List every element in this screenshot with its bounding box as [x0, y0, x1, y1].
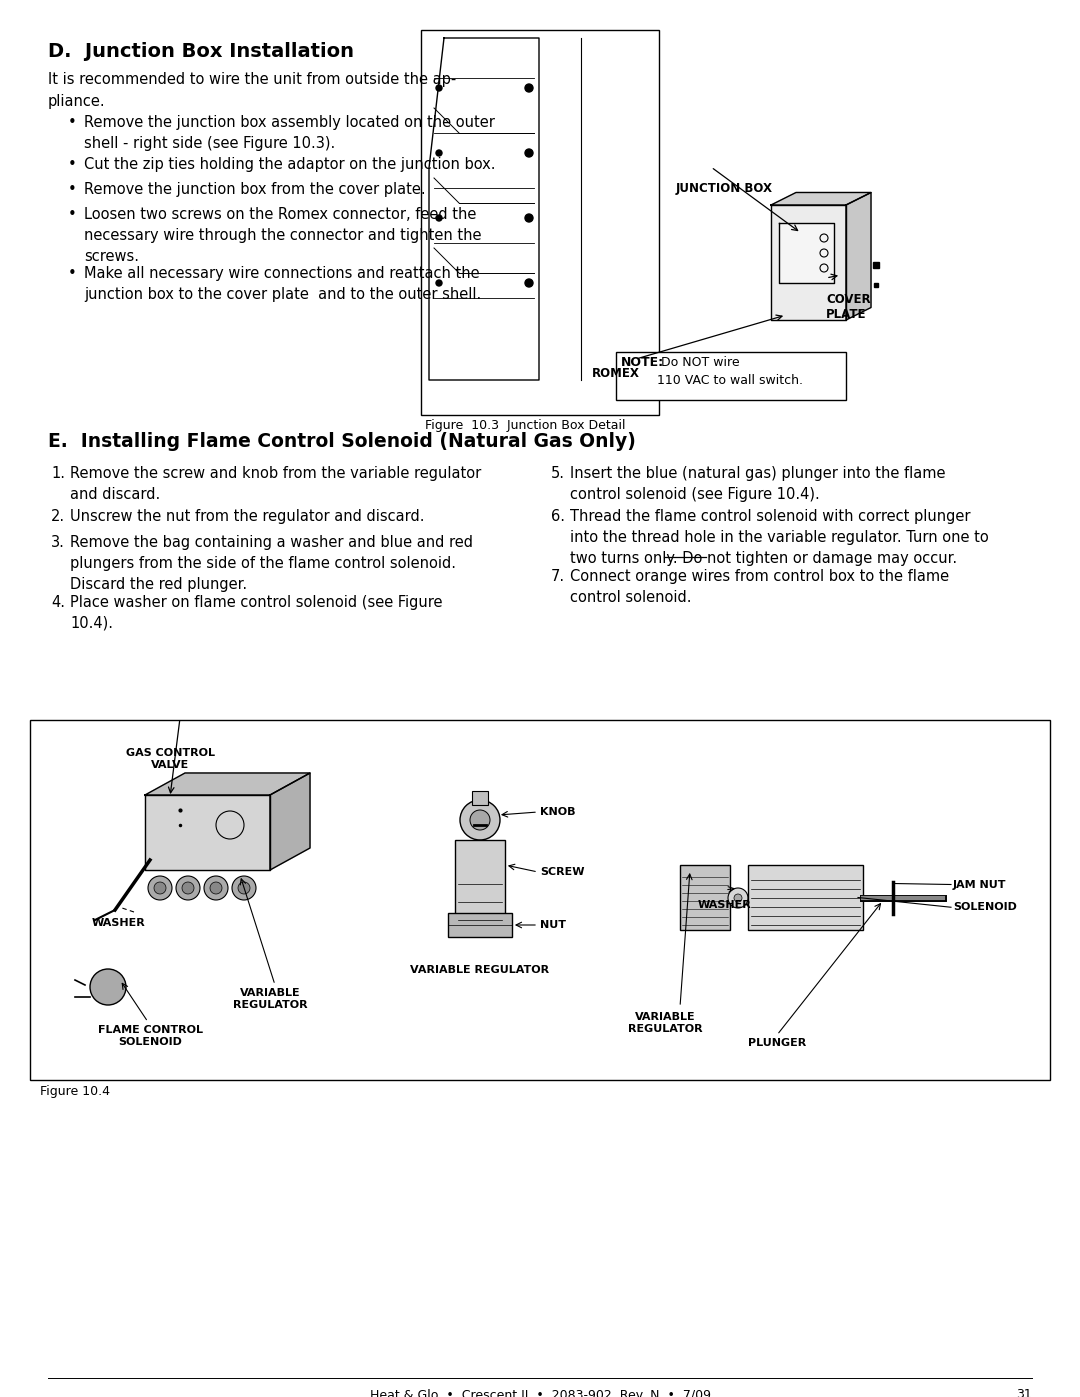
Text: Insert the blue (natural gas) plunger into the flame
control solenoid (see Figur: Insert the blue (natural gas) plunger in… [570, 467, 945, 502]
Text: WASHER: WASHER [698, 900, 752, 909]
Circle shape [183, 882, 194, 894]
Circle shape [238, 882, 249, 894]
Circle shape [470, 810, 490, 830]
Bar [448, 914, 512, 937]
Bar [455, 840, 505, 935]
Text: E.  Installing Flame Control Solenoid (Natural Gas Only): E. Installing Flame Control Solenoid (Na… [48, 432, 636, 451]
Circle shape [176, 876, 200, 900]
Text: 6.: 6. [551, 509, 565, 524]
Text: Thread the flame control solenoid with correct plunger
into the thread hole in t: Thread the flame control solenoid with c… [570, 509, 989, 566]
Circle shape [728, 888, 748, 908]
Circle shape [154, 882, 166, 894]
Text: ROMEX: ROMEX [592, 367, 640, 380]
Circle shape [210, 882, 222, 894]
Circle shape [436, 85, 442, 91]
Text: NOTE:: NOTE: [621, 356, 664, 369]
Polygon shape [145, 773, 310, 795]
Polygon shape [779, 224, 834, 284]
Text: 31: 31 [1016, 1389, 1032, 1397]
Text: SOLENOID: SOLENOID [953, 902, 1017, 912]
Text: Unscrew the nut from the regulator and discard.: Unscrew the nut from the regulator and d… [70, 509, 424, 524]
Circle shape [232, 876, 256, 900]
Text: FLAME CONTROL
SOLENOID: FLAME CONTROL SOLENOID [97, 1025, 203, 1048]
Bar [30, 719, 1050, 1080]
Text: WASHER: WASHER [92, 918, 146, 928]
Circle shape [90, 970, 126, 1004]
Text: KNOB: KNOB [540, 807, 576, 817]
Circle shape [734, 894, 742, 902]
Text: Heat & Glo  •  Crescent II  •  2083-902  Rev. N  •  7/09: Heat & Glo • Crescent II • 2083-902 Rev.… [369, 1389, 711, 1397]
Text: 1.: 1. [51, 467, 65, 481]
Text: Figure  10.3  Junction Box Detail: Figure 10.3 Junction Box Detail [426, 419, 625, 432]
Text: 7.: 7. [551, 569, 565, 584]
Text: 4.: 4. [51, 595, 65, 610]
Text: •: • [68, 265, 77, 281]
Text: •: • [68, 115, 77, 130]
Text: Remove the bag containing a washer and blue and red
plungers from the side of th: Remove the bag containing a washer and b… [70, 535, 473, 592]
Text: VARIABLE REGULATOR: VARIABLE REGULATOR [410, 965, 550, 975]
Circle shape [436, 215, 442, 221]
Bar [680, 865, 730, 930]
Text: 3.: 3. [51, 535, 65, 550]
Text: •: • [68, 207, 77, 222]
Text: 5.: 5. [551, 467, 565, 481]
Polygon shape [846, 193, 870, 320]
Text: COVER
PLATE: COVER PLATE [826, 293, 870, 321]
Polygon shape [771, 205, 846, 320]
Text: Remove the screw and knob from the variable regulator
and discard.: Remove the screw and knob from the varia… [70, 467, 482, 502]
Circle shape [148, 876, 172, 900]
Text: •: • [68, 182, 77, 197]
Text: SCREW: SCREW [540, 868, 584, 877]
Text: Place washer on flame control solenoid (see Figure
10.4).: Place washer on flame control solenoid (… [70, 595, 443, 631]
Text: Connect orange wires from control box to the flame
control solenoid.: Connect orange wires from control box to… [570, 569, 949, 605]
Text: VARIABLE
REGULATOR: VARIABLE REGULATOR [232, 988, 308, 1010]
Text: Remove the junction box assembly located on the outer
shell - right side (see Fi: Remove the junction box assembly located… [84, 115, 495, 151]
Text: VARIABLE
REGULATOR: VARIABLE REGULATOR [627, 1011, 702, 1034]
Text: JUNCTION BOX: JUNCTION BOX [676, 182, 773, 196]
Circle shape [460, 800, 500, 840]
Text: JAM NUT: JAM NUT [953, 880, 1007, 890]
Bar [421, 29, 659, 415]
Polygon shape [771, 193, 870, 205]
Text: NUT: NUT [540, 921, 566, 930]
Bar [472, 791, 488, 805]
Text: Figure 10.4: Figure 10.4 [40, 1085, 110, 1098]
Circle shape [525, 149, 534, 156]
Text: Remove the junction box from the cover plate.: Remove the junction box from the cover p… [84, 182, 426, 197]
Text: D.  Junction Box Installation: D. Junction Box Installation [48, 42, 354, 61]
Bar [748, 865, 863, 930]
Text: Cut the zip ties holding the adaptor on the junction box.: Cut the zip ties holding the adaptor on … [84, 156, 496, 172]
Text: It is recommended to wire the unit from outside the ap-
pliance.: It is recommended to wire the unit from … [48, 73, 456, 109]
Text: Loosen two screws on the Romex connector, feed the
necessary wire through the co: Loosen two screws on the Romex connector… [84, 207, 482, 264]
Circle shape [436, 279, 442, 286]
Circle shape [525, 279, 534, 286]
Text: PLUNGER: PLUNGER [747, 1038, 806, 1048]
Polygon shape [270, 773, 310, 870]
Text: Make all necessary wire connections and reattach the
junction box to the cover p: Make all necessary wire connections and … [84, 265, 482, 302]
Circle shape [525, 214, 534, 222]
Text: GAS CONTROL
VALVE: GAS CONTROL VALVE [125, 747, 215, 770]
Text: 2.: 2. [51, 509, 65, 524]
Text: •: • [68, 156, 77, 172]
Circle shape [525, 84, 534, 92]
Text: Do NOT wire
110 VAC to wall switch.: Do NOT wire 110 VAC to wall switch. [657, 356, 804, 387]
Circle shape [436, 149, 442, 156]
Circle shape [204, 876, 228, 900]
Polygon shape [145, 795, 270, 870]
Bar [616, 352, 846, 400]
